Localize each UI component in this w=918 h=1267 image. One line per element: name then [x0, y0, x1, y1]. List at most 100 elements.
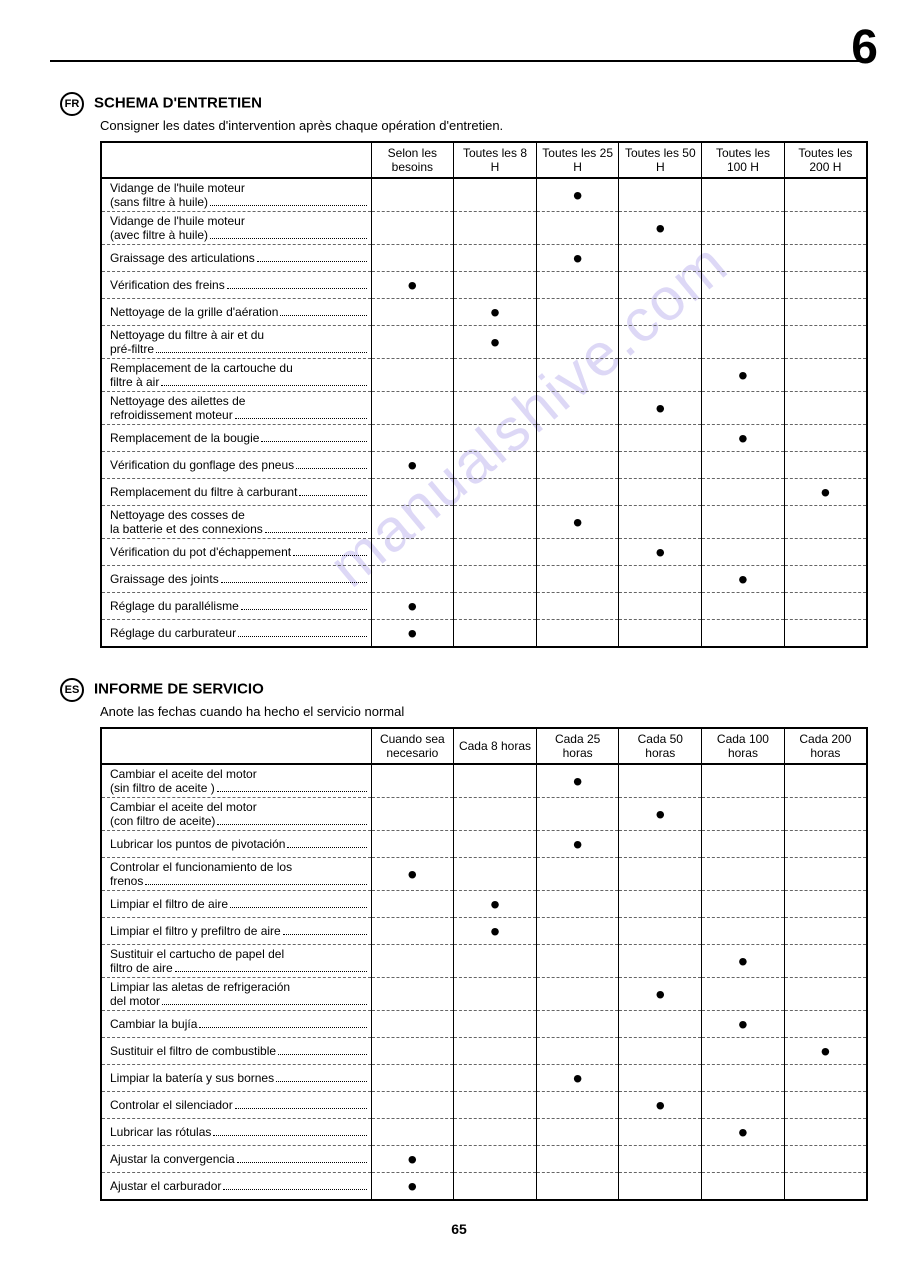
- mark-cell: [784, 831, 867, 858]
- bullet-icon: •: [738, 564, 748, 595]
- bullet-icon: •: [490, 297, 500, 328]
- row-label: Vérification du pot d'échappement: [101, 539, 371, 566]
- row-label: Limpiar las aletas de refrigeracióndel m…: [101, 978, 371, 1011]
- bullet-icon: •: [573, 180, 583, 211]
- mark-cell: [619, 359, 702, 392]
- mark-cell: [784, 620, 867, 648]
- row-label: Cambiar el aceite del motor(con filtro d…: [101, 798, 371, 831]
- column-header: Toutes les 50 H: [619, 142, 702, 178]
- mark-cell: [702, 539, 785, 566]
- table-row: Réglage du parallélisme•: [101, 593, 867, 620]
- table-row: Remplacement du filtre à carburant•: [101, 479, 867, 506]
- table-row: Ajustar la convergencia•: [101, 1146, 867, 1173]
- row-label: Remplacement de la bougie: [101, 425, 371, 452]
- mark-cell: [371, 1011, 454, 1038]
- mark-cell: [702, 978, 785, 1011]
- mark-cell: •: [536, 245, 619, 272]
- mark-cell: •: [702, 359, 785, 392]
- column-header: Cada 200 horas: [784, 728, 867, 764]
- mark-cell: [536, 945, 619, 978]
- table-row: Sustituir el cartucho de papel delfiltro…: [101, 945, 867, 978]
- mark-cell: [371, 764, 454, 797]
- column-header: Selon les besoins: [371, 142, 454, 178]
- page-number: 65: [50, 1221, 868, 1237]
- mark-cell: •: [536, 1065, 619, 1092]
- row-label: Remplacement de la cartouche dufiltre à …: [101, 359, 371, 392]
- mark-cell: •: [702, 945, 785, 978]
- mark-cell: •: [702, 425, 785, 452]
- mark-cell: •: [536, 506, 619, 539]
- column-header: Toutes les 8 H: [454, 142, 537, 178]
- mark-cell: [536, 891, 619, 918]
- row-label: Lubricar los puntos de pivotación: [101, 831, 371, 858]
- mark-cell: [371, 831, 454, 858]
- table-row: Cambiar el aceite del motor(con filtro d…: [101, 798, 867, 831]
- row-label: Cambiar el aceite del motor(sin filtro d…: [101, 764, 371, 797]
- mark-cell: [784, 272, 867, 299]
- row-label: Réglage du parallélisme: [101, 593, 371, 620]
- mark-cell: [619, 1065, 702, 1092]
- mark-cell: •: [536, 178, 619, 211]
- mark-cell: [454, 566, 537, 593]
- column-header: Cuando sea necesario: [371, 728, 454, 764]
- mark-cell: [371, 506, 454, 539]
- bullet-icon: •: [573, 829, 583, 860]
- mark-cell: [784, 539, 867, 566]
- mark-cell: [784, 245, 867, 272]
- bullet-icon: •: [738, 1009, 748, 1040]
- column-header: Cada 8 horas: [454, 728, 537, 764]
- mark-cell: •: [454, 326, 537, 359]
- mark-cell: [784, 566, 867, 593]
- table-row: Limpiar la batería y sus bornes•: [101, 1065, 867, 1092]
- bullet-icon: •: [490, 916, 500, 947]
- mark-cell: [702, 272, 785, 299]
- mark-cell: [371, 245, 454, 272]
- mark-cell: [784, 945, 867, 978]
- mark-cell: [784, 593, 867, 620]
- row-label: Vérification du gonflage des pneus: [101, 452, 371, 479]
- mark-cell: [536, 918, 619, 945]
- mark-cell: [619, 945, 702, 978]
- mark-cell: [454, 858, 537, 891]
- mark-cell: •: [371, 620, 454, 648]
- bullet-icon: •: [738, 423, 748, 454]
- mark-cell: [702, 1146, 785, 1173]
- header-blank: [101, 728, 371, 764]
- mark-cell: [619, 918, 702, 945]
- mark-cell: [536, 212, 619, 245]
- mark-cell: [454, 1065, 537, 1092]
- table-row: Nettoyage des ailettes derefroidissement…: [101, 392, 867, 425]
- mark-cell: [454, 1011, 537, 1038]
- mark-cell: [784, 425, 867, 452]
- table-row: Cambiar la bujía•: [101, 1011, 867, 1038]
- row-label: Nettoyage des ailettes derefroidissement…: [101, 392, 371, 425]
- mark-cell: [784, 326, 867, 359]
- table-row: Lubricar las rótulas•: [101, 1119, 867, 1146]
- mark-cell: [619, 1119, 702, 1146]
- mark-cell: [536, 798, 619, 831]
- bullet-icon: •: [655, 213, 665, 244]
- column-header: Toutes les 25 H: [536, 142, 619, 178]
- mark-cell: [536, 1173, 619, 1201]
- mark-cell: [536, 359, 619, 392]
- mark-cell: [536, 858, 619, 891]
- mark-cell: [619, 245, 702, 272]
- mark-cell: [454, 593, 537, 620]
- mark-cell: [784, 1119, 867, 1146]
- mark-cell: [536, 1146, 619, 1173]
- mark-cell: [619, 178, 702, 211]
- row-label: Ajustar el carburador: [101, 1173, 371, 1201]
- row-label: Limpiar el filtro de aire: [101, 891, 371, 918]
- mark-cell: [784, 392, 867, 425]
- bullet-icon: •: [655, 1090, 665, 1121]
- section-es: ESINFORME DE SERVICIOAnote las fechas cu…: [100, 678, 868, 1201]
- mark-cell: [371, 178, 454, 211]
- mark-cell: [702, 620, 785, 648]
- mark-cell: [702, 891, 785, 918]
- mark-cell: •: [702, 566, 785, 593]
- mark-cell: [371, 1119, 454, 1146]
- maintenance-table: Cuando sea necesarioCada 8 horasCada 25 …: [100, 727, 868, 1201]
- table-row: Vérification des freins•: [101, 272, 867, 299]
- mark-cell: [454, 620, 537, 648]
- row-label: Nettoyage de la grille d'aération: [101, 299, 371, 326]
